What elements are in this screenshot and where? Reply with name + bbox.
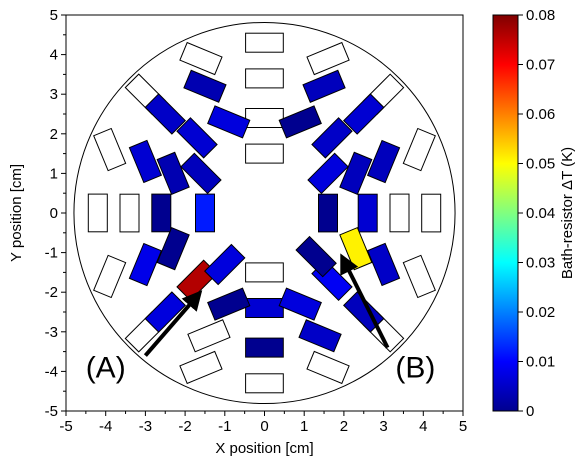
resistor-37 [207,105,251,139]
resistor-20 [306,350,350,385]
resistor-8 [306,41,350,76]
resistor-55 [204,243,246,286]
resistor-0 [245,32,284,53]
resistor-4 [245,262,284,283]
y-tick-label: -5 [45,403,58,420]
colorbar-ticks: 0 0.01 0.02 0.03 0.04 0.05 0.06 0.07 0.08 [518,7,555,420]
resistor-51 [180,152,222,195]
sensor-board-outline [73,21,456,405]
resistor-54 [295,235,337,278]
x-tick-label: 4 [419,418,427,435]
annotation-label-0: (A) [86,351,126,384]
resistor-52 [318,193,338,233]
resistor-30 [366,242,401,287]
colorbar-tick-label: 0.05 [526,156,555,173]
resistor-53 [195,193,215,233]
y-tick-label: 1 [50,165,58,182]
y-tick-label: 0 [50,205,58,222]
x-tick-label: 0 [260,418,268,435]
resistor-38 [311,117,353,159]
resistor-7 [245,373,284,394]
resistor-21 [179,350,223,385]
resistor-5 [245,298,284,318]
resistor-48 [278,287,322,321]
resistor-29 [119,193,140,233]
resistor-33 [144,291,187,333]
colorbar-tick-label: 0.07 [526,57,555,74]
colorbar-tick-label: 0.06 [526,106,555,123]
colorbar-tick-label: 0.03 [526,255,555,272]
plot-area: (A) (B) [65,14,464,412]
annotation-arrow-1 [340,253,390,349]
resistor-40 [339,151,373,196]
resistor-36 [278,105,322,139]
resistor-22 [302,69,346,103]
resistor-50 [307,152,349,195]
resistor-9 [179,41,223,76]
y-tick-label: 3 [50,86,58,103]
x-tick-label: 2 [340,418,348,435]
x-tick-label: 1 [300,418,308,435]
annotation-label-1: (B) [395,351,435,384]
x-tick-label: 5 [459,418,467,435]
colorbar-label: Bath-resistor ΔT (K) [559,147,576,279]
resistor-35 [187,319,231,353]
x-tick-label: -4 [99,418,112,435]
resistor-41 [156,151,190,196]
y-axis: -5 -4 -3 -2 -1 0 1 2 3 4 5 [45,7,66,420]
colorbar-tick-label: 0 [526,403,534,420]
x-tick-label: 3 [379,418,387,435]
resistor-1 [245,68,284,89]
resistor-34 [298,319,342,353]
colorbar-tick-label: 0.04 [526,205,555,222]
resistor-39 [176,117,218,159]
resistor-27 [128,139,163,184]
resistor-25 [144,93,187,135]
resistor-17 [93,254,127,299]
y-tick-label: -3 [45,324,58,341]
x-tick-label: -5 [59,418,72,435]
annotation-arrow-0 [143,290,203,357]
colorbar-tick-label: 0.02 [526,304,555,321]
resistor-6 [245,337,284,358]
resistor-43 [151,193,172,233]
y-tick-label: 4 [50,47,58,64]
y-tick-label: 5 [50,7,58,24]
x-tick-label: -1 [218,418,231,435]
resistor-12 [402,127,436,172]
annotation-layer: (A) (B) [86,253,435,384]
resistor-23 [183,69,227,103]
y-tick-label: 2 [50,126,58,143]
resistor-31 [128,242,163,287]
resistor-layer [87,32,442,394]
resistor-14 [421,193,442,233]
y-tick-label: -2 [45,284,58,301]
resistor-42 [357,193,378,233]
x-tick-label: -2 [178,418,191,435]
y-axis-label: Y position [cm] [8,164,25,262]
resistor-45 [156,226,190,271]
y-tick-label: -4 [45,363,58,380]
resistor-28 [389,193,410,233]
outline-layer [73,21,456,405]
resistor-49 [207,287,251,321]
x-axis: -5 -4 -3 -2 -1 0 1 2 3 4 5 [59,411,467,435]
colorbar-tick-label: 0.01 [526,354,555,371]
resistor-24 [343,93,385,135]
x-tick-label: -3 [139,418,152,435]
resistor-3 [245,143,284,164]
colorbar-gradient [492,14,519,412]
x-axis-label: X position [cm] [215,440,313,457]
resistor-15 [87,193,108,233]
colorbar: 0 0.01 0.02 0.03 0.04 0.05 0.06 0.07 0.08 Bath-r… [492,7,576,420]
resistor-26 [366,139,401,184]
y-tick-label: -1 [45,245,58,262]
resistor-44 [339,226,373,271]
resistor-13 [93,127,127,172]
resistor-16 [402,254,436,299]
resistor-2 [245,108,284,128]
colorbar-tick-label: 0.08 [526,7,555,24]
